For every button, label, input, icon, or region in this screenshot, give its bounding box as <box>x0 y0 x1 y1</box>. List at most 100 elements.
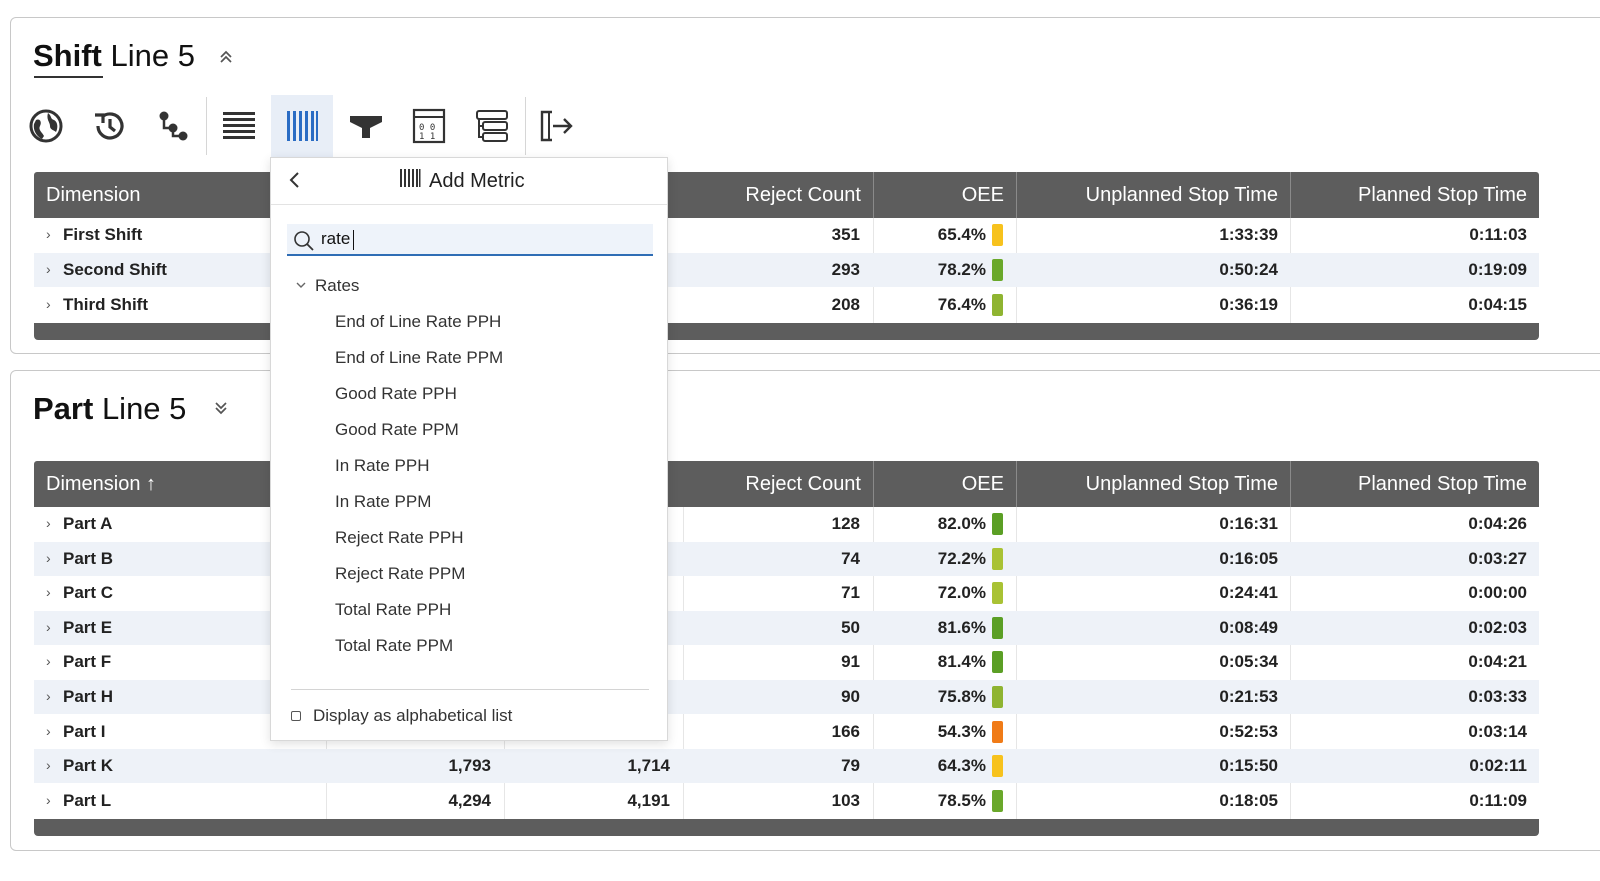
metric-item[interactable]: Total Rate PPM <box>335 636 454 655</box>
expand-chevron-icon[interactable]: › <box>46 757 51 774</box>
expand-chevron-icon[interactable]: › <box>46 722 51 739</box>
shift-title-bold: Shift <box>33 38 102 73</box>
part-title-bold: Part <box>33 391 94 426</box>
metric-item[interactable]: End of Line Rate PPH <box>335 312 502 331</box>
expand-chevron-icon[interactable]: › <box>46 515 51 531</box>
column-header-dimension[interactable]: Dimension ↑ <box>46 473 157 495</box>
metric-item[interactable]: Total Rate PPH <box>335 600 452 619</box>
oee-status-indicator <box>992 755 1003 778</box>
toolbar-separator <box>206 97 207 155</box>
metric-item[interactable]: Good Rate PPH <box>335 384 457 403</box>
table-row[interactable]: › Third Shift 208 76.4% 0:36:19 0:04:15 <box>34 288 1539 322</box>
back-arrow-icon[interactable] <box>285 169 305 191</box>
table-row[interactable]: › Part C 71 72.0% 0:24:41 0:00:00 <box>34 576 1539 610</box>
search-box[interactable] <box>287 224 653 256</box>
row-dimension: Part I <box>63 721 106 741</box>
column-header-unplanned-stop-time[interactable]: Unplanned Stop Time <box>1085 473 1278 495</box>
oee-cell: 54.3% <box>937 721 986 741</box>
column-header-oee[interactable]: OEE <box>961 184 1004 206</box>
column-divider <box>683 507 684 819</box>
table-row[interactable]: › Part F 91 81.4% 0:05:34 0:04:21 <box>34 645 1539 679</box>
metric-cell: 4,294 <box>448 790 491 810</box>
expand-chevron-icon[interactable]: › <box>46 653 51 670</box>
row-dimension: Part F <box>63 652 112 672</box>
unplanned-stop-cell: 0:36:19 <box>1219 295 1278 314</box>
rows-icon[interactable] <box>208 95 270 157</box>
expand-chevron-icon[interactable]: › <box>46 549 51 566</box>
oee-status-indicator <box>992 789 1003 812</box>
table-row[interactable]: › Part I 166 54.3% 0:52:53 0:03:14 <box>34 715 1539 749</box>
metric-item[interactable]: Good Rate PPM <box>335 420 459 439</box>
table-row[interactable]: › Part L 4,294 4,191 103 78.5% 0:18:05 0:11:09 <box>34 784 1539 818</box>
part-panel: Part Line 5 Dimension ↑ Reject Count OEE… <box>10 370 1600 851</box>
oee-status-indicator <box>992 582 1003 605</box>
table-row[interactable]: › Part H 90 75.8% 0:21:53 0:03:33 <box>34 680 1539 714</box>
table-row[interactable]: › Part K 1,793 1,714 79 64.3% 0:15:50 0:02:11 <box>34 749 1539 784</box>
hierarchy-icon[interactable] <box>142 95 204 157</box>
oee-cell: 82.0% <box>937 514 986 533</box>
table-row[interactable]: › First Shift 351 65.4% 1:33:39 0:11:03 <box>34 218 1539 252</box>
row-dimension: Part E <box>63 617 113 637</box>
history-icon[interactable] <box>78 95 140 157</box>
row-dimension: Third Shift <box>63 295 148 314</box>
planned-stop-cell: 0:04:26 <box>1468 514 1527 533</box>
column-divider <box>873 507 874 819</box>
globe-icon[interactable] <box>15 95 77 157</box>
expand-chevron-icon[interactable]: › <box>46 226 51 242</box>
search-input[interactable] <box>321 228 641 250</box>
table-row[interactable]: › Part E 50 81.6% 0:08:49 0:02:03 <box>34 610 1539 645</box>
unplanned-stop-cell: 0:08:49 <box>1219 617 1278 637</box>
alphabetical-checkbox[interactable] <box>291 711 301 721</box>
column-divider <box>1290 507 1291 819</box>
svg-text:1 1: 1 1 <box>419 132 435 142</box>
oee-status-indicator <box>992 259 1003 281</box>
grouping-icon[interactable] <box>461 95 523 157</box>
popup-divider <box>291 689 649 690</box>
reject-count-cell: 74 <box>841 548 860 568</box>
oee-cell: 75.8% <box>937 687 986 706</box>
group-rates[interactable]: Rates <box>295 276 359 296</box>
planned-stop-cell: 0:19:09 <box>1468 260 1527 279</box>
metric-item[interactable]: Reject Rate PPM <box>335 564 466 583</box>
collapse-up-icon[interactable] <box>218 49 234 70</box>
planned-stop-cell: 0:03:33 <box>1468 687 1527 706</box>
unplanned-stop-cell: 0:16:05 <box>1219 548 1278 568</box>
column-header-planned-stop-time[interactable]: Planned Stop Time <box>1358 473 1527 495</box>
column-header-unplanned-stop-time[interactable]: Unplanned Stop Time <box>1085 184 1278 206</box>
columns-icon[interactable] <box>271 95 333 157</box>
unplanned-stop-cell: 0:50:24 <box>1219 260 1278 279</box>
column-header-planned-stop-time[interactable]: Planned Stop Time <box>1358 184 1527 206</box>
column-header-dimension[interactable]: Dimension <box>46 184 141 206</box>
expand-chevron-icon[interactable]: › <box>46 296 51 312</box>
column-header-reject-count[interactable]: Reject Count <box>745 473 861 495</box>
expand-down-icon[interactable] <box>213 400 229 421</box>
metric-item[interactable]: Reject Rate PPH <box>335 528 464 547</box>
part-title-line: Line 5 <box>101 391 187 426</box>
table-row[interactable]: › Second Shift 293 78.2% 0:50:24 0:19:09 <box>34 253 1539 287</box>
planned-stop-cell: 0:03:14 <box>1468 721 1527 741</box>
expand-chevron-icon[interactable]: › <box>46 261 51 277</box>
metric-item[interactable]: In Rate PPH <box>335 456 430 475</box>
export-icon[interactable] <box>525 95 587 157</box>
planned-stop-cell: 0:00:00 <box>1468 583 1527 603</box>
alphabetical-list-option[interactable]: Display as alphabetical list <box>291 706 512 726</box>
column-header-oee[interactable]: OEE <box>961 473 1004 495</box>
oee-status-indicator <box>992 616 1003 639</box>
expand-chevron-icon[interactable]: › <box>46 688 51 704</box>
table-scrollbar[interactable] <box>34 323 1539 340</box>
expand-chevron-icon[interactable]: › <box>46 618 51 635</box>
oee-status-indicator <box>992 686 1003 708</box>
column-header-reject-count[interactable]: Reject Count <box>745 184 861 206</box>
expand-chevron-icon[interactable]: › <box>46 584 51 601</box>
metric-item[interactable]: In Rate PPM <box>335 492 432 511</box>
table-row[interactable]: › Part A 128 82.0% 0:16:31 0:04:26 <box>34 507 1539 541</box>
table-row[interactable]: › Part B 74 72.2% 0:16:05 0:03:27 <box>34 541 1539 576</box>
metric-item[interactable]: End of Line Rate PPM <box>335 348 504 367</box>
table-scrollbar[interactable] <box>34 819 1539 836</box>
unplanned-stop-cell: 0:05:34 <box>1219 652 1278 672</box>
filter-icon[interactable] <box>335 95 397 157</box>
header-divider <box>1290 461 1291 507</box>
expand-chevron-icon[interactable]: › <box>46 791 51 808</box>
planned-stop-cell: 0:11:09 <box>1469 790 1527 810</box>
